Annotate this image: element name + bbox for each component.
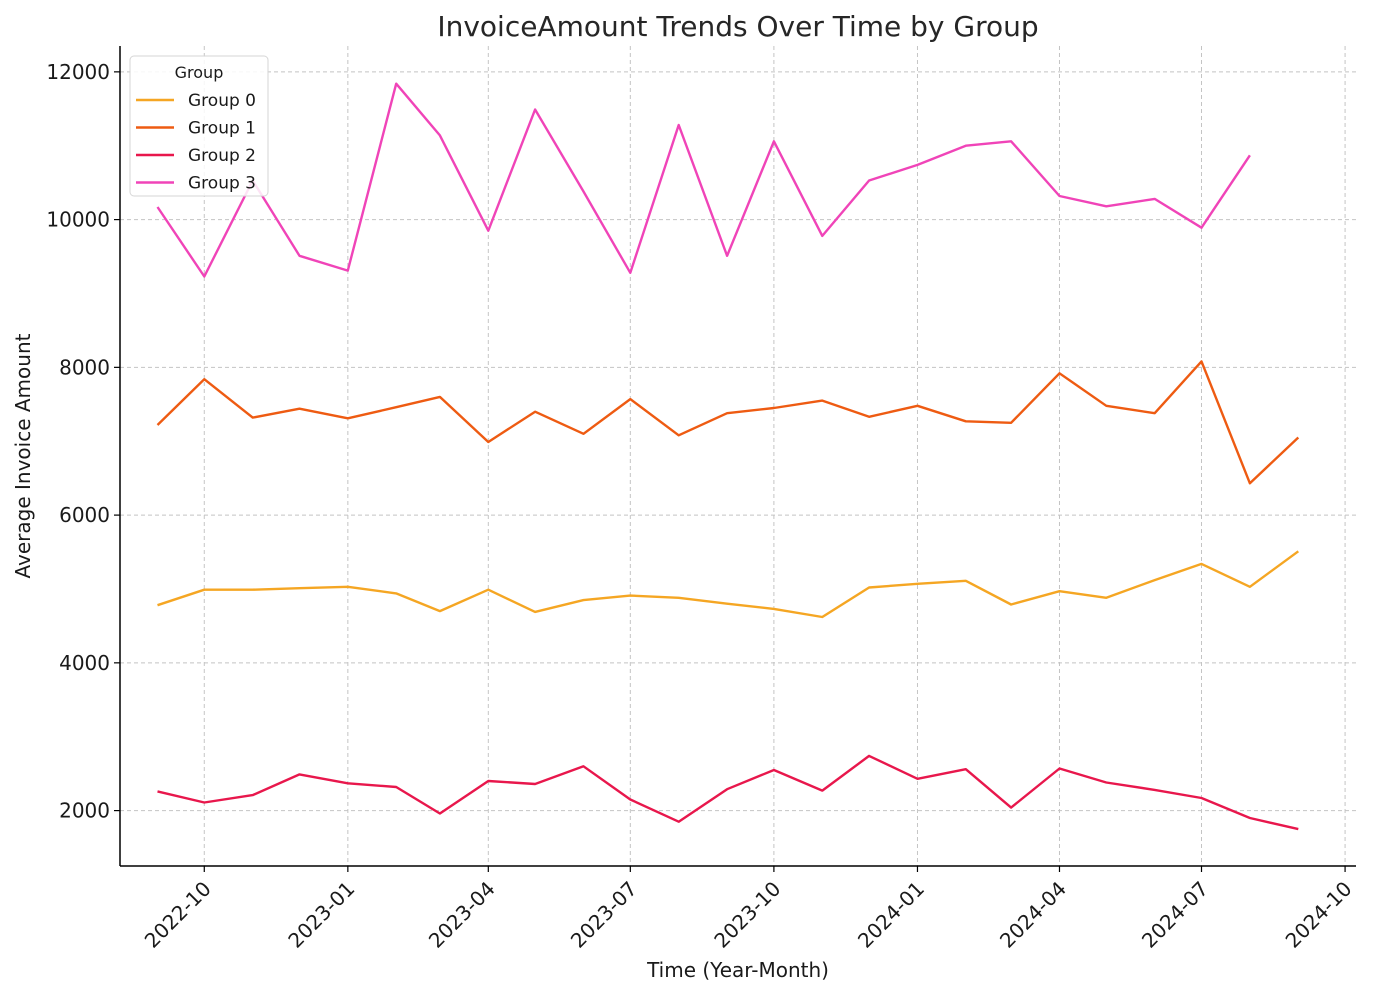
x-tick-label: 2024-10: [1281, 877, 1357, 953]
y-axis-label: Average Invoice Amount: [11, 333, 35, 578]
y-tick-label: 8000: [59, 355, 110, 379]
x-tick-label: 2024-01: [853, 877, 929, 953]
series-line-group-3: [156, 82, 1251, 278]
grid-lines: [120, 46, 1356, 866]
x-tick-label: 2023-04: [424, 877, 500, 953]
y-tick-label: 10000: [46, 208, 110, 232]
x-tick-label: 2024-04: [995, 877, 1071, 953]
legend-label: Group 3: [188, 174, 256, 194]
x-tick-label: 2022-10: [140, 877, 216, 953]
y-tick-label: 4000: [59, 651, 110, 675]
legend-label: Group 0: [188, 91, 256, 111]
x-tick-label: 2023-01: [283, 877, 359, 953]
x-axis-label: Time (Year-Month): [646, 958, 829, 982]
legend: Group Group 0 Group 1 Group 2 Group 3: [129, 55, 269, 197]
series-line-group-1: [156, 360, 1300, 485]
x-tick-label: 2023-07: [566, 877, 642, 953]
legend-box: [129, 55, 269, 197]
y-tick-label: 6000: [59, 503, 110, 527]
legend-label: Group 2: [188, 146, 256, 166]
legend-title: Group: [175, 63, 224, 82]
series-line-group-0: [157, 550, 1300, 619]
series-lines: [156, 82, 1300, 831]
legend-label: Group 1: [188, 119, 256, 139]
x-tick-label: 2023-10: [709, 877, 785, 953]
series-line-group-2: [157, 754, 1299, 831]
chart-title: InvoiceAmount Trends Over Time by Group: [437, 10, 1038, 43]
x-tick-label: 2024-07: [1137, 877, 1213, 953]
y-tick-label: 12000: [46, 60, 110, 84]
y-tick-label: 2000: [59, 799, 110, 823]
